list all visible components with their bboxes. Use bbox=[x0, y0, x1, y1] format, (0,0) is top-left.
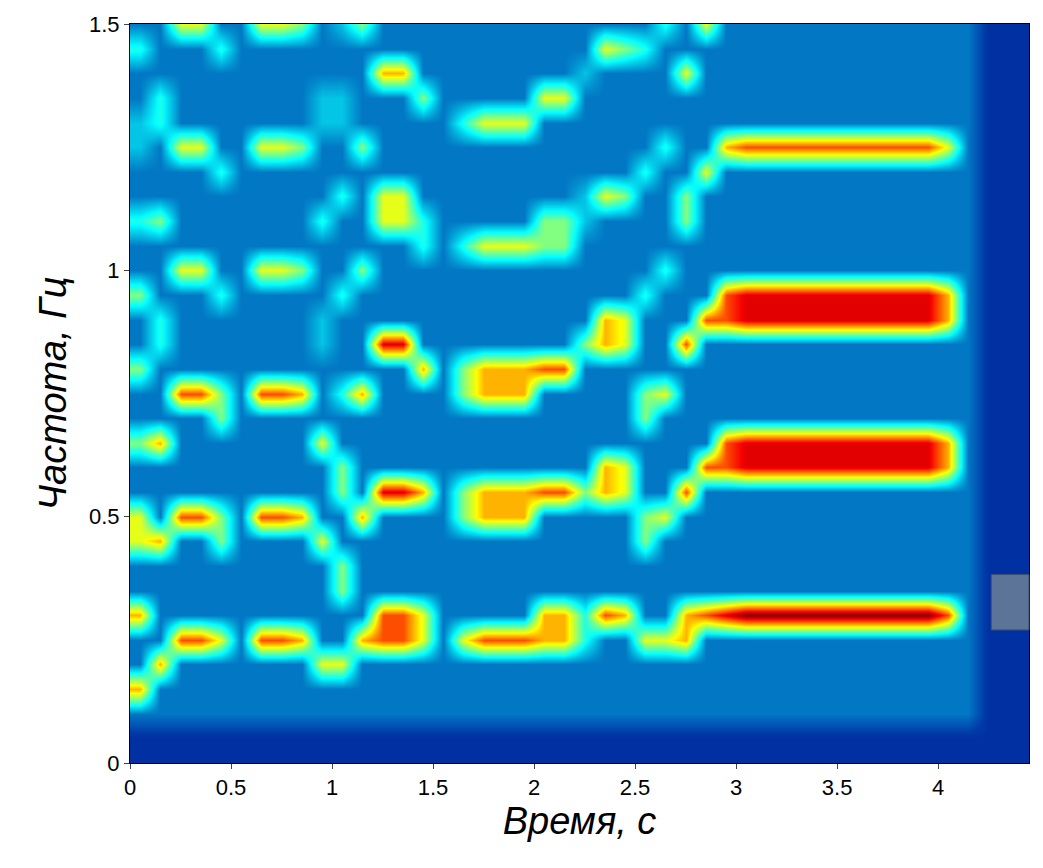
svg-text:0: 0 bbox=[107, 751, 119, 776]
svg-text:0.5: 0.5 bbox=[216, 775, 247, 800]
svg-text:0.5: 0.5 bbox=[89, 504, 120, 529]
svg-text:1.5: 1.5 bbox=[89, 12, 120, 37]
svg-text:Время, с: Время, с bbox=[503, 800, 657, 842]
svg-text:3: 3 bbox=[730, 775, 742, 800]
svg-text:1: 1 bbox=[326, 775, 338, 800]
svg-text:Частота, Гц: Частота, Гц bbox=[32, 277, 74, 511]
svg-text:1: 1 bbox=[107, 258, 119, 283]
svg-text:0: 0 bbox=[124, 775, 136, 800]
svg-text:2.5: 2.5 bbox=[620, 775, 651, 800]
svg-text:2: 2 bbox=[528, 775, 540, 800]
svg-text:1.5: 1.5 bbox=[418, 775, 449, 800]
svg-text:3.5: 3.5 bbox=[822, 775, 853, 800]
svg-text:4: 4 bbox=[932, 775, 944, 800]
